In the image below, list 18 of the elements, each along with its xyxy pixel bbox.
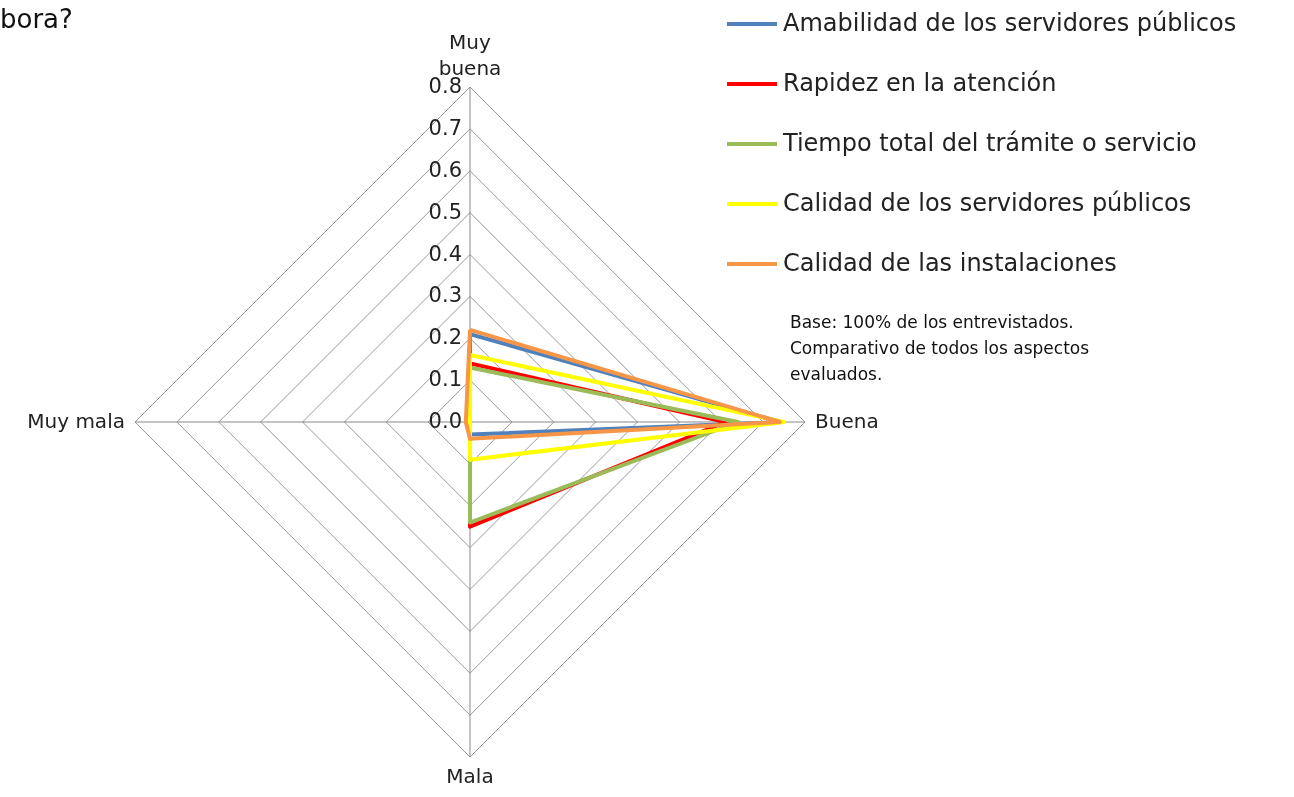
y-tick-label: 0.1	[428, 367, 462, 392]
y-tick-label: 0.3	[428, 283, 462, 308]
y-tick-label: 0.2	[428, 325, 462, 350]
y-tick-label: 0.5	[428, 199, 462, 224]
legend-label: Calidad de los servidores públicos	[783, 189, 1192, 217]
legend-label: Tiempo total del trámite o servicio	[782, 129, 1197, 157]
legend-label: Rapidez en la atención	[783, 69, 1057, 97]
spoke-label: Buena	[815, 409, 879, 433]
y-tick-label: 0.7	[428, 115, 462, 140]
legend-label: Amabilidad de los servidores públicos	[783, 9, 1237, 37]
legend-label: Calidad de las instalaciones	[783, 249, 1117, 277]
y-tick-label: 0.4	[428, 241, 462, 266]
spoke-label: Muy mala	[27, 409, 125, 433]
y-tick-label: 0.0	[428, 409, 462, 433]
chart-title: bora?	[0, 4, 73, 34]
text: Base: 100% de los entrevistados. Comparativo de todos los aspectos evaluados.	[790, 312, 1090, 384]
spoke-label: Mala	[446, 764, 494, 789]
y-tick-label: 0.6	[428, 157, 462, 182]
